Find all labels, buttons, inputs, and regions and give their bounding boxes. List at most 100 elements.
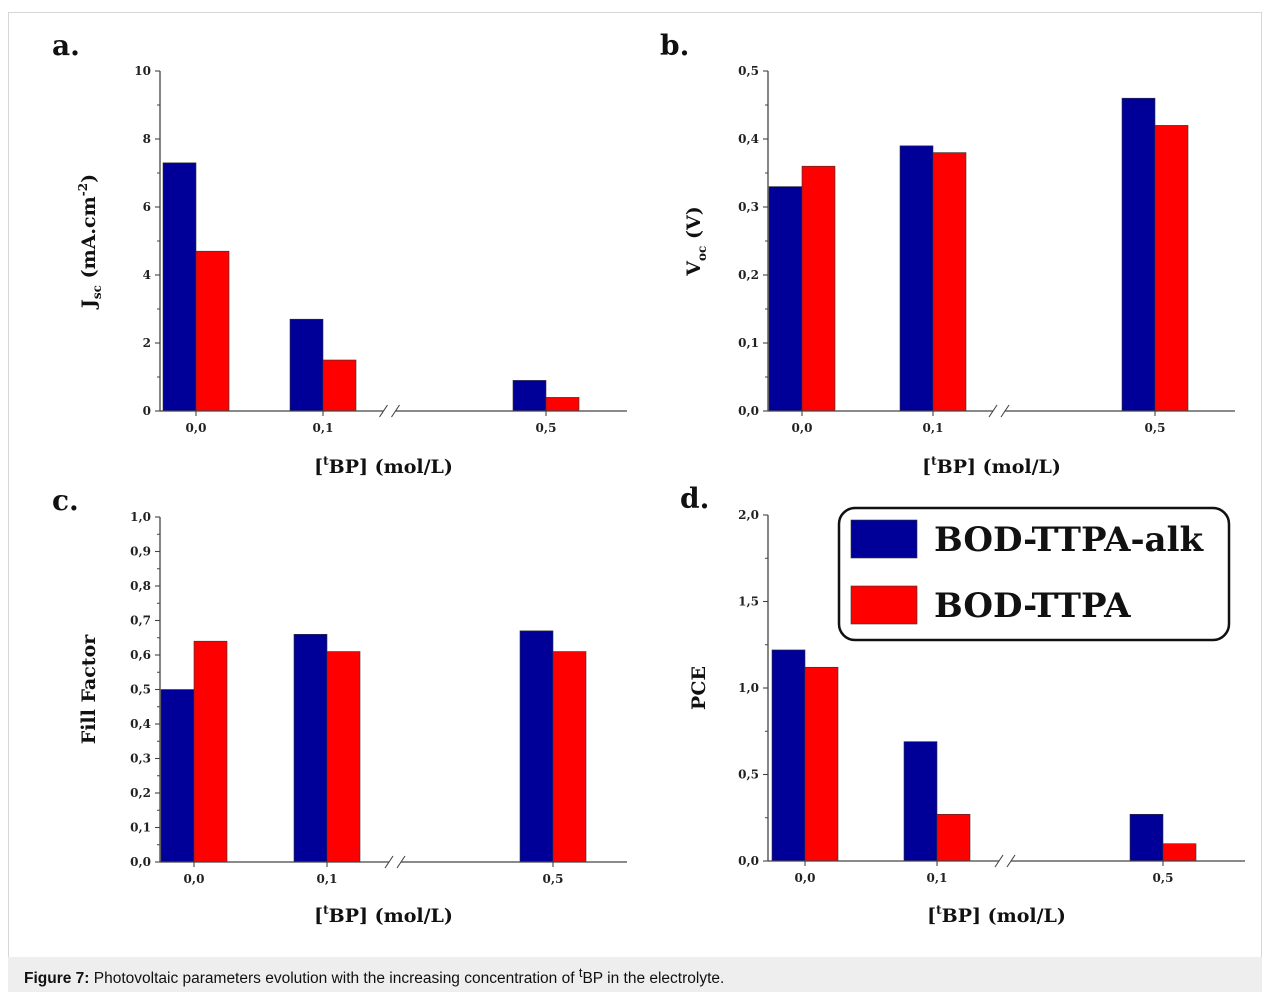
x-tick-label: 0,0 [792,421,813,435]
y-tick-label: 1,5 [738,595,759,609]
y-axis-label-sub: oc [695,246,709,261]
y-tick-label: 0,0 [738,404,759,418]
y-tick-label: 0,0 [130,855,151,869]
legend: BOD-TTPA-alk BOD-TTPA [837,506,1231,642]
chart-panel-4: d. 0,0 0,5 1,0 1,5 2,0 0,0 0,1 0,5 [tBP] (mol/L) P… [680,482,1245,927]
bar [322,359,357,412]
y-axis-label-main: PCE [688,666,710,710]
bar [932,152,967,412]
caption-label: Figure 7: [24,970,90,988]
x-axis-label-sup: t [931,454,937,468]
axis-break-mark [379,404,388,418]
y-axis-label-main: V [683,260,705,277]
bar [801,165,836,412]
y-axis-label-mid: (V) [683,206,705,245]
y-tick-label: 0,3 [130,752,151,766]
y-tick-label: 0,6 [130,648,151,662]
x-axis-label: [tBP] (mol/L) [922,454,1061,478]
axis-break-mark [994,854,1004,868]
y-tick-label: 8 [143,132,151,146]
x-axis-label-sup: t [323,454,329,468]
caption-superscript: t [578,965,583,980]
y-tick-label: 2 [143,336,151,350]
axis-break-mark [1006,854,1016,868]
x-tick-label: 0,0 [184,872,205,886]
y-tick-label: 0 [143,404,151,418]
y-axis-label-end: ) [78,174,100,183]
x-axis-label-part: [ [314,456,323,478]
bar [899,145,934,412]
y-axis-label-mid: (mA.cm [78,196,100,285]
x-tick-label: 0,5 [536,421,557,435]
bar [195,250,230,412]
y-axis-label: Voc (V) [683,206,709,276]
bar [512,380,547,412]
bar [293,633,328,863]
y-tick-label: 0,4 [738,132,759,146]
y-tick-label: 4 [143,268,151,282]
x-axis-label-part: BP] (mol/L) [329,905,453,927]
y-axis-label: PCE [688,666,710,710]
chart-panel-2: b. 0,0 0,1 0,2 0,3 0,4 0,5 0,0 0,1 0,5 [tBP] (mol/… [660,29,1235,478]
bar [552,651,587,863]
x-tick-label: 0,0 [795,871,816,885]
bar [1129,813,1164,862]
bar [804,666,839,862]
bar [326,651,361,863]
axis-break-mark [384,855,394,869]
x-axis-label-sup: t [323,903,329,917]
legend-box [837,506,1231,642]
y-tick-label: 0,1 [738,336,759,350]
caption-text-after: BP in the electrolyte. [582,970,725,988]
bar [1121,97,1156,412]
y-axis-label-sup: -2 [76,183,90,196]
x-axis-label: [tBP] (mol/L) [314,903,453,927]
y-tick-label: 0,2 [738,268,759,282]
y-tick-label: 0,7 [130,614,151,628]
x-axis-label-sup: t [936,903,942,917]
y-axis-label: Jsc (mA.cm-2) [76,174,104,310]
axis-break-mark [988,404,998,418]
axis-break-mark [391,404,400,418]
y-tick-label: 0,5 [738,64,759,78]
legend-swatch [850,519,918,559]
y-tick-label: 1,0 [738,681,759,695]
axis-break-mark [396,855,406,869]
figure-caption: Figure 7: Photovoltaic parameters evolut… [8,957,1262,992]
chart-panel-1: a. 0 2 4 6 8 10 0,0 0,1 0,5 [tBP] (mol/L) Jsc (mA.c… [52,29,627,478]
y-tick-label: 0,5 [130,683,151,697]
y-tick-label: 0,2 [130,786,151,800]
x-tick-label: 0,5 [543,872,564,886]
x-tick-label: 0,0 [186,421,207,435]
y-tick-label: 0,4 [130,717,151,731]
caption-text-before: Photovoltaic parameters evolution with t… [89,970,579,988]
bar [936,813,971,862]
x-tick-label: 0,1 [313,421,334,435]
bar [519,630,554,863]
x-tick-label: 0,1 [927,871,948,885]
x-axis-label-part: [ [927,905,936,927]
bar [545,397,580,412]
bar [289,318,324,412]
legend-label: BOD-TTPA-alk [934,520,1205,560]
x-axis-label-part: BP] (mol/L) [937,456,1061,478]
panel-label: b. [660,29,689,62]
bar [771,649,806,862]
bar [1162,843,1197,862]
x-tick-label: 0,1 [317,872,338,886]
y-axis-label: Fill Factor [78,634,100,745]
bar [162,162,197,412]
chart-panel-3: c. 0,0 0,1 0,2 0,3 0,4 0,5 0,6 0,7 0,8 0,9 1,0 0,0 0,… [52,484,627,927]
panel-label: a. [52,29,80,62]
x-tick-label: 0,1 [923,421,944,435]
y-axis-label-sub: sc [90,285,104,299]
y-tick-label: 6 [143,200,151,214]
y-axis-label-main: J [78,299,100,310]
x-axis-label-part: BP] (mol/L) [329,456,453,478]
x-axis-label: [tBP] (mol/L) [927,903,1066,927]
legend-label: BOD-TTPA [934,586,1131,626]
panel-label: d. [680,482,709,515]
bar [193,640,228,863]
y-axis-label-main: Fill Factor [78,634,100,745]
